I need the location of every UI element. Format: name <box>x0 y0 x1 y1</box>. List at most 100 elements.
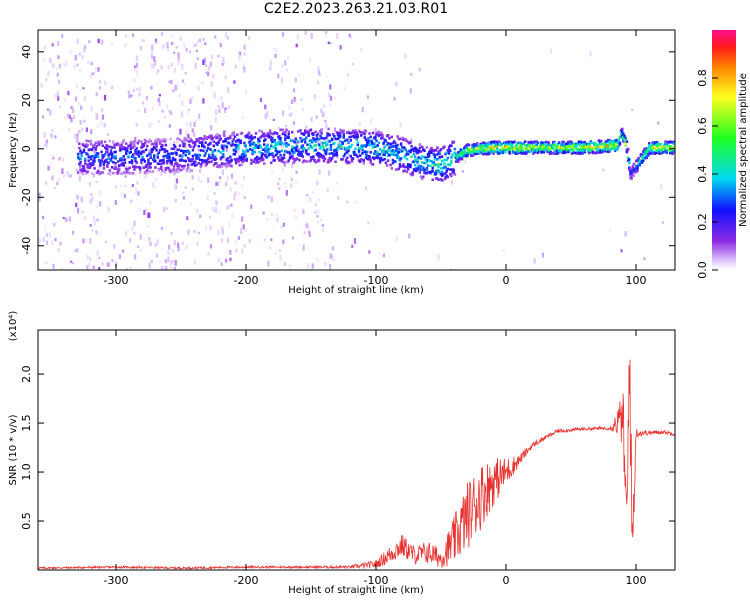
heatmap-cell <box>156 239 159 245</box>
heatmap-cell <box>155 70 158 76</box>
heatmap-cell <box>461 148 465 152</box>
heatmap-cell <box>321 224 324 227</box>
heatmap-cell <box>113 244 116 249</box>
heatmap-cell <box>264 104 267 110</box>
heatmap-cell <box>195 119 198 122</box>
heatmap-cell <box>94 67 97 73</box>
heatmap-cell <box>168 157 171 161</box>
heatmap-cell <box>243 150 246 154</box>
heatmap-cell <box>282 143 286 146</box>
heatmap-cell <box>140 140 143 143</box>
heatmap-cell <box>68 114 71 119</box>
heatmap-cell <box>170 163 173 166</box>
heatmap-cell <box>170 63 173 67</box>
heatmap-cell <box>190 203 193 206</box>
heatmap-cell <box>291 236 294 240</box>
heatmap-cell <box>609 148 612 152</box>
heatmap-cell <box>93 215 96 221</box>
heatmap-cell <box>535 149 538 153</box>
heatmap-cell <box>217 229 220 235</box>
heatmap-cell <box>295 216 298 220</box>
heatmap-cell <box>167 251 170 255</box>
heatmap-cell <box>309 128 313 132</box>
heatmap-cell <box>147 158 150 162</box>
heatmap-cell <box>533 140 536 144</box>
heatmap-cell <box>268 147 272 150</box>
heatmap-cell <box>114 200 117 205</box>
heatmap-cell <box>240 131 244 135</box>
heatmap-cell <box>374 136 377 139</box>
heatmap-cell <box>161 109 164 113</box>
heatmap-cell <box>76 137 79 143</box>
heatmap-cell <box>329 148 333 151</box>
x-tick-label: -300 <box>104 274 129 287</box>
heatmap-cell <box>422 166 425 169</box>
heatmap-cell <box>57 157 60 161</box>
heatmap-cell <box>50 133 53 138</box>
colorbar-tick-label: 0.0 <box>696 261 709 279</box>
heatmap-cell <box>369 161 372 164</box>
heatmap-cell <box>253 150 257 154</box>
heatmap-cell <box>495 145 499 149</box>
heatmap-cell <box>270 212 273 216</box>
heatmap-cell <box>71 230 75 235</box>
heatmap-cell <box>363 136 366 139</box>
heatmap-cell <box>249 140 252 143</box>
heatmap-cell <box>626 147 630 151</box>
heatmap-cell <box>173 240 176 246</box>
heatmap-cell <box>466 152 469 156</box>
heatmap-cell <box>237 160 240 163</box>
chart-title: C2E2.2023.263.21.03.R01 <box>263 1 449 17</box>
heatmap-cell <box>316 215 319 218</box>
heatmap-cell <box>144 174 147 179</box>
heatmap-cell <box>346 156 349 160</box>
heatmap-cell <box>118 254 121 259</box>
heatmap-cell <box>362 159 365 163</box>
heatmap-cell <box>136 152 140 156</box>
heatmap-cell <box>409 165 412 169</box>
heatmap-cell <box>374 150 377 153</box>
heatmap-cell <box>135 55 139 62</box>
heatmap-cell <box>295 170 298 174</box>
heatmap-cell <box>451 153 454 157</box>
heatmap-cell <box>214 117 217 123</box>
heatmap-cell <box>552 147 555 151</box>
heatmap-cell <box>330 255 334 259</box>
heatmap-cell <box>217 181 220 187</box>
heatmap-cell <box>344 147 348 150</box>
heatmap-cell <box>665 151 668 155</box>
heatmap-cell <box>357 150 361 154</box>
heatmap-cell <box>133 144 136 148</box>
heatmap-cell <box>388 153 391 157</box>
heatmap-cell <box>201 81 204 85</box>
heatmap-cell <box>210 134 213 138</box>
heatmap-cell <box>93 221 96 226</box>
heatmap-cell <box>292 121 295 125</box>
heatmap-cell <box>341 129 344 133</box>
heatmap-cell <box>287 56 290 60</box>
heatmap-cell <box>667 148 671 152</box>
heatmap-cell <box>382 150 385 154</box>
heatmap-cell <box>403 155 406 159</box>
heatmap-cell <box>306 143 309 147</box>
heatmap-cell <box>344 151 348 155</box>
heatmap-cell <box>243 244 246 248</box>
heatmap-cell <box>143 209 146 215</box>
heatmap-cell <box>268 246 271 249</box>
heatmap-cell <box>151 44 154 51</box>
heatmap-cell <box>149 139 152 143</box>
heatmap-cell <box>93 167 96 170</box>
heatmap-cell <box>239 141 242 145</box>
heatmap-cell <box>642 157 645 160</box>
heatmap-cell <box>93 151 96 154</box>
heatmap-cell <box>188 143 191 147</box>
heatmap-cell <box>605 148 609 152</box>
x-tick-label: 100 <box>626 574 647 587</box>
heatmap-cell <box>206 195 209 201</box>
heatmap-cell <box>368 155 371 158</box>
heatmap-cell <box>399 122 402 128</box>
heatmap-cell <box>82 148 86 152</box>
heatmap-cell <box>202 38 205 41</box>
heatmap-cell <box>273 140 276 143</box>
heatmap-cell <box>84 157 87 161</box>
